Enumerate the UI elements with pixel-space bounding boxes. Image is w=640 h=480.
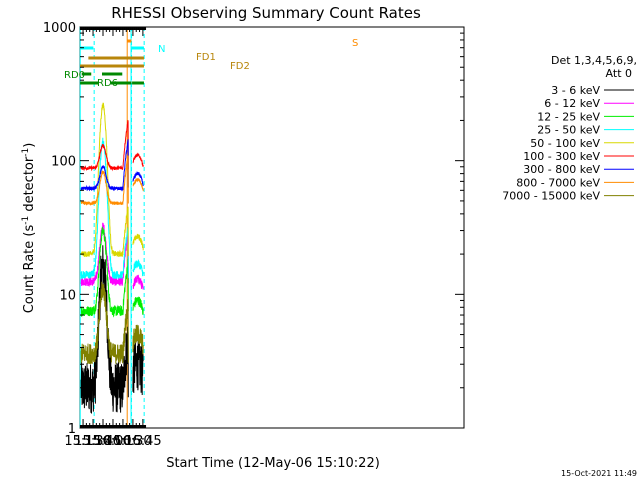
y-tick-label: 1000 <box>43 21 76 36</box>
series-line-5-part-1 <box>132 152 144 167</box>
series-line-7-part-0 <box>80 155 129 206</box>
x-tick-label: 15:15 <box>64 434 101 449</box>
series-line-3-part-1 <box>132 259 144 277</box>
x-axis-label: Start Time (12-May-06 15:10:22) <box>166 456 380 471</box>
series-line-2-part-0 <box>80 226 129 318</box>
series-line-8-part-1 <box>132 324 144 355</box>
series-line-6-part-1 <box>132 171 144 187</box>
y-tick-label: 100 <box>51 155 76 170</box>
legend-label: 6 - 12 keV <box>544 97 600 110</box>
legend-label: 3 - 6 keV <box>551 84 600 97</box>
y-axis: 1 10 100 1000 <box>43 21 464 437</box>
night-flag-label: N <box>158 44 165 55</box>
fd2-flag-label: FD2 <box>230 61 250 72</box>
x-tick-label: 16:45 <box>124 434 161 449</box>
legend-header-line1: Det 1,3,4,5,6,9, <box>551 54 637 67</box>
x-tick-label: 16:00 <box>94 434 131 449</box>
legend-label: 7000 - 15000 keV <box>502 190 600 203</box>
legend-label: 300 - 800 keV <box>523 163 600 176</box>
rd0-flag-label: RD0 <box>64 70 85 81</box>
timestamp: 15-Oct-2021 11:49 <box>561 469 637 478</box>
x-tick-label: 15:30 <box>74 434 111 449</box>
legend-label: 25 - 50 keV <box>537 124 600 137</box>
legend-label: 12 - 25 keV <box>537 110 600 123</box>
series-group <box>80 102 144 414</box>
legend-label: 100 - 300 keV <box>523 150 600 163</box>
series-line-0-part-0 <box>80 245 129 414</box>
series-line-4-part-1 <box>132 233 144 251</box>
series-line-7-part-1 <box>132 177 144 192</box>
x-tick-label: 15:45 <box>84 434 121 449</box>
series-line-4-part-0 <box>80 102 129 257</box>
y-axis-label: Count Rate (s-1 detector-1) <box>21 143 37 314</box>
series-line-1-part-1 <box>132 274 144 290</box>
y-tick-label: 10 <box>59 288 76 303</box>
series-line-2-part-1 <box>132 296 144 315</box>
x-tick-label: 16:30 <box>114 434 151 449</box>
series-line-0-part-1 <box>132 339 144 396</box>
legend-header-line2: Att 0 <box>606 67 632 80</box>
rd6-flag-label: RD6 <box>97 78 118 89</box>
chart-title: RHESSI Observing Summary Count Rates <box>111 4 421 22</box>
legend-label: 800 - 7000 keV <box>516 176 600 189</box>
x-tick-label: 16:15 <box>104 434 141 449</box>
fd1-flag-label: FD1 <box>196 52 216 63</box>
series-line-3-part-0 <box>80 137 129 279</box>
series-line-6-part-0 <box>80 139 129 192</box>
series-line-8-part-0 <box>80 281 129 365</box>
series-line-5-part-0 <box>80 120 129 172</box>
legend-label: 50 - 100 keV <box>530 137 600 150</box>
y-tick-label: 1 <box>68 422 76 437</box>
saa-flag-label: S <box>352 38 358 49</box>
